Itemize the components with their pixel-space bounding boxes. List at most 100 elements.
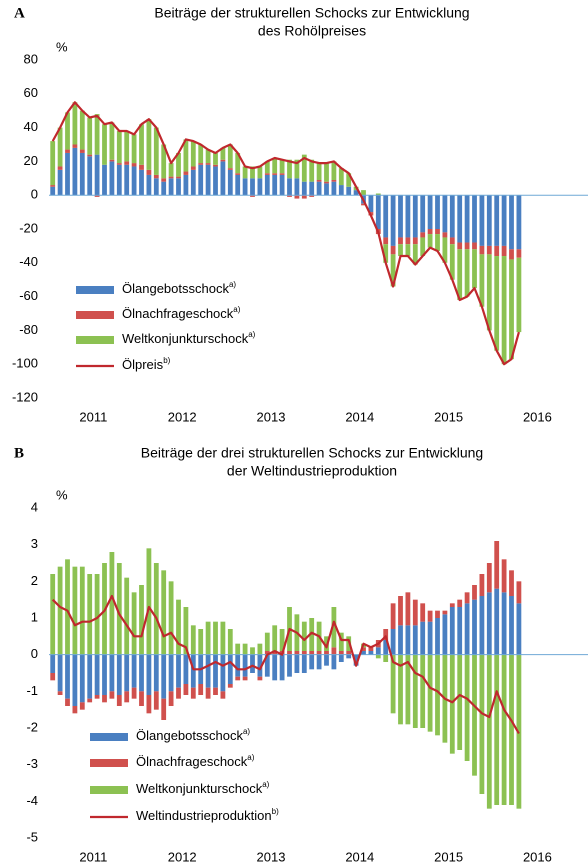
bar xyxy=(213,166,218,196)
bar xyxy=(412,599,418,626)
bar xyxy=(139,124,144,165)
legend-name: Ölnachfrageschock xyxy=(122,306,234,321)
bar xyxy=(501,592,507,655)
bar xyxy=(390,195,396,246)
bar xyxy=(324,163,329,182)
bar xyxy=(449,237,455,245)
bar xyxy=(57,654,63,692)
bar xyxy=(442,614,448,655)
bar xyxy=(420,654,426,728)
bar xyxy=(405,244,411,257)
bar xyxy=(331,654,337,670)
bar xyxy=(116,164,122,196)
bar xyxy=(87,574,93,655)
bar xyxy=(235,173,241,175)
bar xyxy=(435,610,440,618)
bar xyxy=(383,244,389,263)
bar xyxy=(301,651,307,655)
x-tick-label: 2014 xyxy=(345,849,374,863)
bar xyxy=(287,178,292,196)
bar xyxy=(420,232,426,238)
bar xyxy=(398,654,403,725)
bar xyxy=(479,596,485,655)
bar xyxy=(72,566,78,655)
bar xyxy=(309,181,315,196)
bar xyxy=(116,163,122,165)
bar xyxy=(279,654,285,681)
bar xyxy=(427,654,433,732)
legend-note: a) xyxy=(229,280,236,289)
bar xyxy=(405,592,411,626)
bar xyxy=(235,643,241,655)
bar xyxy=(294,654,300,673)
bar xyxy=(412,195,418,238)
bar xyxy=(124,164,130,196)
bar xyxy=(449,654,455,754)
bar xyxy=(287,651,292,655)
bar xyxy=(501,654,507,805)
bar xyxy=(486,245,492,255)
bar xyxy=(494,245,500,257)
bar xyxy=(250,654,255,673)
bar xyxy=(116,130,122,164)
bar xyxy=(287,159,292,179)
bar xyxy=(250,178,255,196)
bar xyxy=(79,110,85,150)
legend-name: Ölangebotsschock xyxy=(122,281,229,296)
bar xyxy=(442,610,448,615)
bar xyxy=(190,166,196,170)
bar xyxy=(220,159,226,162)
bar xyxy=(486,254,492,331)
bar xyxy=(509,596,514,655)
bar xyxy=(390,654,396,714)
bar xyxy=(250,166,255,179)
bar xyxy=(383,195,389,238)
x-tick-label: 2014 xyxy=(345,409,374,424)
bar xyxy=(50,185,56,187)
bar xyxy=(279,629,285,651)
bar xyxy=(287,654,292,677)
bar xyxy=(412,625,418,655)
bar xyxy=(427,234,433,248)
bar xyxy=(227,629,233,655)
bar xyxy=(331,179,337,182)
y-unit: % xyxy=(56,39,68,54)
bar xyxy=(139,691,144,706)
bar xyxy=(87,698,93,703)
bar xyxy=(220,654,226,692)
bar xyxy=(213,654,218,688)
bar xyxy=(242,654,248,677)
bar xyxy=(257,178,263,196)
bar xyxy=(316,651,322,655)
bar xyxy=(94,654,100,695)
bar xyxy=(353,190,359,196)
bar xyxy=(161,570,167,655)
bar xyxy=(309,654,315,670)
bar xyxy=(235,676,241,681)
bar xyxy=(79,702,85,710)
bar xyxy=(457,249,463,300)
bar xyxy=(412,237,418,245)
y-tick-label: 20 xyxy=(24,153,38,168)
bar xyxy=(324,654,329,666)
bar xyxy=(516,603,522,655)
bar xyxy=(227,169,233,196)
bar xyxy=(361,190,366,196)
bar xyxy=(50,654,56,673)
bar xyxy=(205,621,211,655)
bar xyxy=(338,168,344,186)
bar xyxy=(264,632,270,651)
bar xyxy=(102,654,107,695)
bar xyxy=(383,640,389,655)
bar xyxy=(368,651,374,655)
bar xyxy=(301,621,307,651)
bar xyxy=(457,654,463,750)
bar xyxy=(50,141,56,186)
y-tick-label: 0 xyxy=(31,187,38,202)
bar xyxy=(316,181,322,196)
bar xyxy=(131,687,137,699)
bar xyxy=(205,164,211,196)
bar xyxy=(486,195,492,246)
bar xyxy=(412,654,418,728)
y-tick-label: -1 xyxy=(26,683,38,698)
